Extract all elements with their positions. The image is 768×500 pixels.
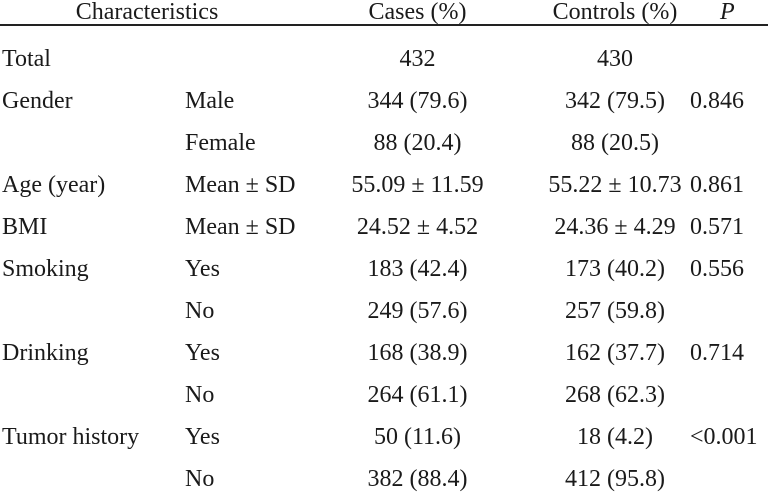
- row-controls: 162 (37.7): [565, 340, 665, 366]
- row-subgroup: Yes: [185, 424, 220, 450]
- row-characteristic: Drinking: [2, 340, 89, 366]
- row-cases: 168 (38.9): [367, 340, 468, 366]
- row-subgroup: Yes: [185, 340, 220, 366]
- row-controls: 88 (20.5): [571, 130, 659, 156]
- table-row: Smoking Yes 183 (42.4) 173 (40.2) 0.556: [0, 248, 768, 290]
- table-row: BMI Mean ± SD 24.52 ± 4.52 24.36 ± 4.29 …: [0, 206, 768, 248]
- row-controls: 342 (79.5): [565, 88, 665, 114]
- row-controls: 18 (4.2): [577, 424, 653, 450]
- row-subgroup: Mean ± SD: [185, 214, 296, 240]
- row-p-value: 0.846: [690, 88, 744, 114]
- row-characteristic: Total: [2, 46, 51, 72]
- row-cases: 344 (79.6): [367, 88, 468, 114]
- row-cases: 55.09 ± 11.59: [351, 172, 484, 198]
- table-row: Total 432 430: [0, 38, 768, 80]
- table-row: Gender Male 344 (79.6) 342 (79.5) 0.846: [0, 80, 768, 122]
- row-subgroup: No: [185, 466, 215, 492]
- row-cases: 50 (11.6): [373, 424, 462, 450]
- row-controls: 173 (40.2): [565, 256, 665, 282]
- table-row: Drinking Yes 168 (38.9) 162 (37.7) 0.714: [0, 332, 768, 374]
- row-cases: 88 (20.4): [373, 130, 462, 156]
- row-p-value: 0.861: [690, 172, 744, 198]
- table-row: Female 88 (20.4) 88 (20.5): [0, 122, 768, 164]
- row-subgroup: Mean ± SD: [185, 172, 296, 198]
- row-cases: 24.52 ± 4.52: [356, 214, 479, 240]
- row-controls: 55.22 ± 10.73: [548, 172, 682, 198]
- table-row: No 264 (61.1) 268 (62.3): [0, 374, 768, 416]
- table-row: No 249 (57.6) 257 (59.8): [0, 290, 768, 332]
- table-row: No 382 (88.4) 412 (95.8): [0, 458, 768, 500]
- row-controls: 257 (59.8): [565, 298, 665, 324]
- row-p-value: 0.571: [690, 214, 744, 240]
- row-characteristic: Age (year): [2, 172, 106, 198]
- row-cases: 249 (57.6): [367, 298, 468, 324]
- header-cases: Cases (%): [368, 0, 467, 25]
- row-subgroup: Yes: [185, 256, 220, 282]
- row-p-value: 0.556: [690, 256, 744, 282]
- header-rule: [0, 24, 768, 26]
- row-cases: 432: [399, 46, 436, 72]
- row-subgroup: No: [185, 298, 215, 324]
- row-controls: 24.36 ± 4.29: [554, 214, 676, 240]
- row-controls: 430: [597, 46, 633, 72]
- table-header-row: Characteristics Cases (%) Controls (%) P: [0, 0, 768, 38]
- header-controls: Controls (%): [552, 0, 678, 25]
- row-characteristic: BMI: [2, 214, 48, 240]
- row-cases: 183 (42.4): [367, 256, 468, 282]
- row-characteristic: Gender: [2, 88, 73, 114]
- row-controls: 412 (95.8): [565, 466, 665, 492]
- row-controls: 268 (62.3): [565, 382, 665, 408]
- table-row: Age (year) Mean ± SD 55.09 ± 11.59 55.22…: [0, 164, 768, 206]
- table-row: Tumor history Yes 50 (11.6) 18 (4.2) <0.…: [0, 416, 768, 458]
- row-subgroup: Male: [185, 88, 235, 114]
- row-subgroup: No: [185, 382, 215, 408]
- row-characteristic: Smoking: [2, 256, 89, 282]
- row-p-value: <0.001: [690, 424, 758, 450]
- row-cases: 264 (61.1): [367, 382, 468, 408]
- row-characteristic: Tumor history: [2, 424, 140, 450]
- header-p-value: P: [720, 0, 735, 25]
- row-p-value: 0.714: [690, 340, 744, 366]
- row-subgroup: Female: [185, 130, 256, 156]
- header-characteristics: Characteristics: [75, 0, 219, 25]
